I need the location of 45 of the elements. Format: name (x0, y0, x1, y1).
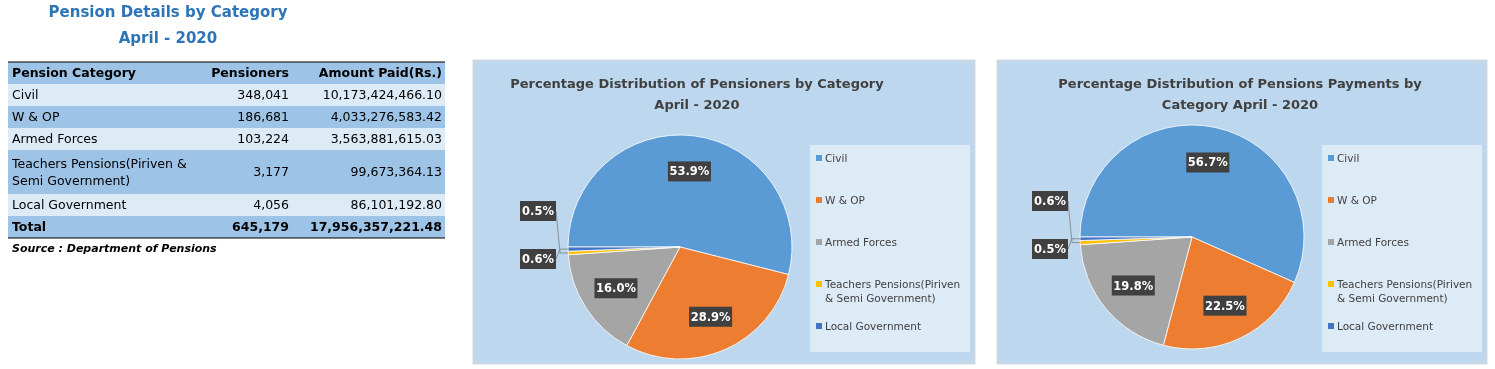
legend-label: Civil (825, 152, 848, 164)
legend-label: Local Government (825, 320, 922, 332)
data-label: 10,173,424,466.10 (322, 87, 443, 102)
category-label: Total (12, 219, 47, 234)
legend-label: Armed Forces (1337, 236, 1409, 248)
legend-label: W & OP (825, 194, 865, 206)
text: Amount Paid(Rs.) (318, 65, 442, 80)
data-label: 0.6% (1034, 194, 1067, 208)
data-label: 17,956,357,221.48 (309, 219, 442, 234)
data-label: 0.6% (522, 252, 555, 266)
category-label: W & OP (12, 109, 60, 124)
series-label: Pensioners (211, 65, 289, 80)
data-label: 22.5% (1204, 298, 1246, 313)
data-label: 3,563,881,615.03 (330, 131, 442, 146)
category-label: Teachers Pensions(Piriven & Semi Government) (11, 156, 187, 188)
data-label: 99,673,364.13 (350, 164, 442, 179)
category-label: Local Government (12, 197, 127, 212)
data-label: 103,224 (237, 131, 290, 146)
legend-label: Civil (1337, 152, 1360, 164)
legend-label: Teachers Pensions(Piriven & Semi Government) (1336, 278, 1473, 304)
data-label: 86,101,192.80 (350, 197, 443, 212)
data-label: 28.9% (690, 309, 732, 324)
data-label: 186,681 (237, 109, 289, 124)
data-label: 0.5% (522, 204, 555, 218)
legend-label: Local Government (1337, 320, 1434, 332)
chart-title: Percentage Distribution of Pensions Payments by Category April - 2020 (1058, 76, 1423, 112)
category-label: Civil (12, 87, 39, 102)
text: Pension Category (12, 65, 137, 80)
data-label: 348,041 (237, 87, 289, 102)
data-label: 0.5% (1034, 242, 1067, 256)
data-label: 53.9% (669, 164, 710, 179)
legend-label: W & OP (1337, 194, 1377, 206)
data-label: 4,056 (253, 197, 290, 212)
chart-title: Percentage Distribution of Pensioners by Category April - 2020 (510, 76, 885, 112)
text: Pension Details by Category April - 2020 (48, 3, 288, 47)
legend-label: Teachers Pensions(Piriven & Semi Government) (824, 278, 961, 304)
data-label: 56.7% (1187, 155, 1229, 170)
category-label: Armed Forces (12, 131, 98, 146)
source-note: Source : Department of Pensions (12, 242, 218, 255)
data-label: 4,033,276,583.42 (330, 109, 442, 124)
data-label: 3,177 (253, 164, 289, 179)
legend-label: Armed Forces (825, 236, 897, 248)
data-label: 16.0% (596, 281, 637, 296)
data-label: 19.8% (1113, 278, 1154, 293)
data-label: 645,179 (232, 219, 289, 234)
